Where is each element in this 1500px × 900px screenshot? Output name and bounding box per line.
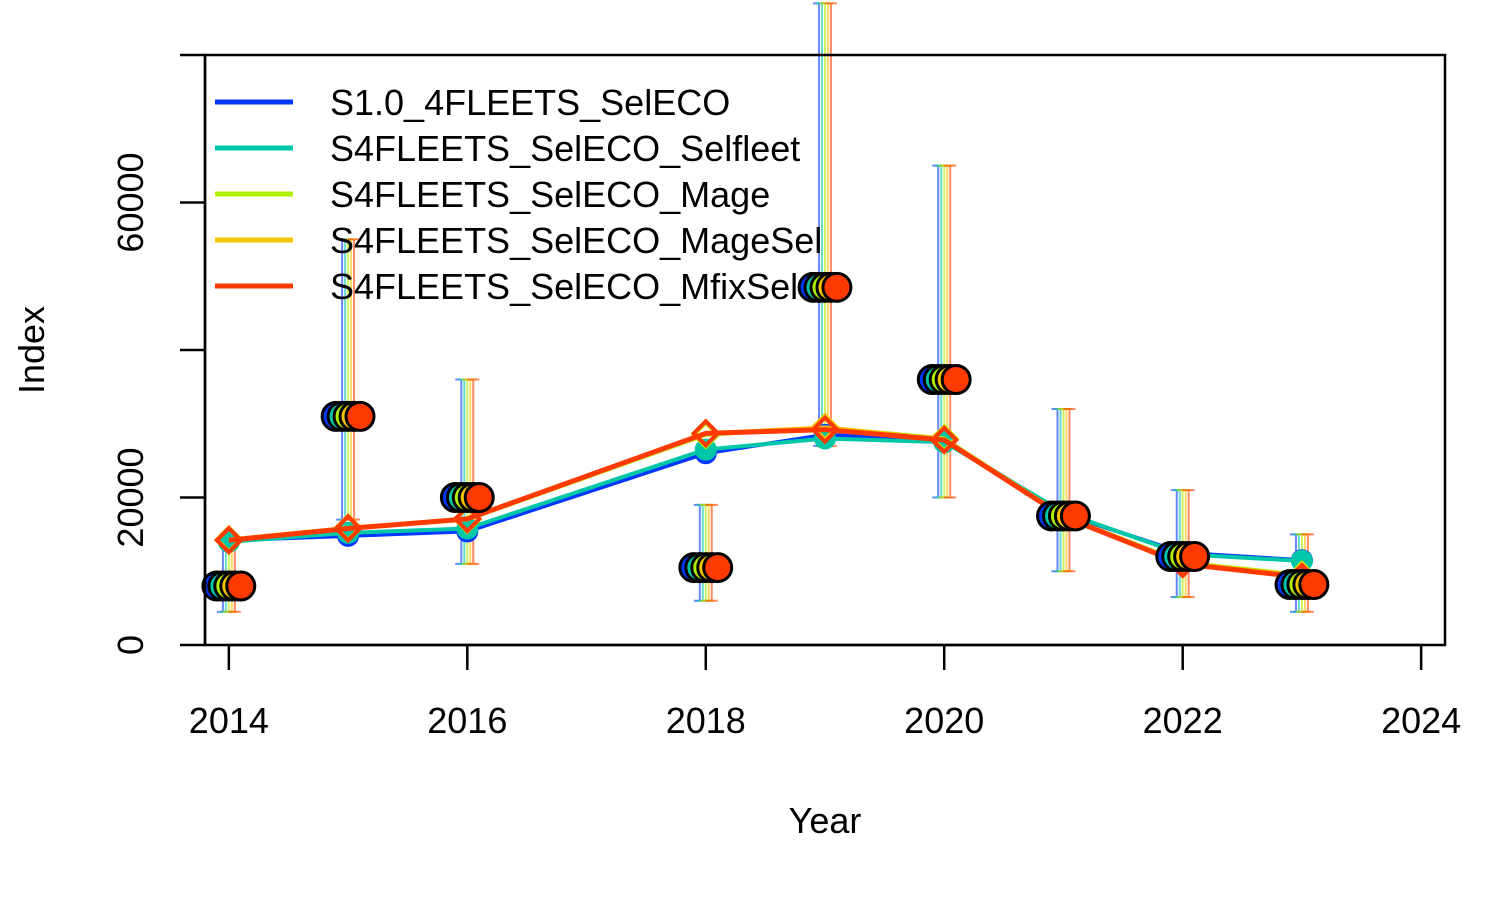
x-tick-label: 2022 — [1143, 700, 1223, 741]
x-axis-title: Year — [789, 800, 862, 841]
y-tick-label: 60000 — [110, 152, 151, 252]
error-bar — [1054, 408, 1067, 573]
observed-point — [1179, 541, 1211, 572]
x-tick-label: 2020 — [904, 700, 984, 741]
observed-point — [821, 271, 853, 303]
legend-label: S4FLEETS_SelECO_MfixSel — [330, 266, 798, 307]
error-bar — [824, 2, 837, 447]
error-bar — [1063, 408, 1076, 573]
observed-point — [225, 570, 257, 602]
series-point — [810, 414, 840, 445]
error-bar — [1057, 408, 1070, 573]
legend-label: S4FLEETS_SelECO_MageSel — [330, 220, 822, 261]
y-axis: 0 20000 60000 — [110, 53, 207, 655]
observed-point — [463, 482, 495, 513]
series-point — [690, 418, 721, 449]
observed-point — [1298, 569, 1330, 601]
legend: S1.0_4FLEETS_SelECO S4FLEETS_SelECO_Selfl… — [215, 82, 822, 307]
series-line — [228, 425, 1303, 577]
error-bar — [1060, 408, 1073, 573]
observed-point — [702, 552, 734, 584]
series-point — [929, 425, 960, 455]
error-bar — [821, 2, 834, 447]
series-point — [452, 504, 483, 534]
series-line — [228, 425, 1303, 578]
y-axis-title: Index — [11, 306, 52, 394]
x-tick-label: 2016 — [427, 700, 507, 741]
y-tick-label: 0 — [110, 635, 151, 655]
error-bar — [1051, 408, 1064, 573]
plot-area — [201, 2, 1330, 613]
y-tick-label: 20000 — [110, 447, 151, 547]
series-point — [214, 525, 244, 556]
series-line — [228, 436, 1303, 563]
x-tick-label: 2014 — [189, 700, 269, 741]
series-line — [228, 427, 1303, 580]
legend-label: S4FLEETS_SelECO_Mage — [330, 174, 770, 215]
legend-label: S1.0_4FLEETS_SelECO — [330, 82, 730, 123]
observed-point — [344, 400, 376, 432]
observed-point — [1059, 500, 1091, 532]
series-point — [333, 513, 363, 544]
x-axis: 2014 2016 2018 2020 2022 2024 — [189, 643, 1461, 741]
observed-point — [940, 364, 972, 395]
legend-label: S4FLEETS_SelECO_Selfleet — [330, 128, 800, 169]
x-tick-label: 2018 — [666, 700, 746, 741]
x-tick-label: 2024 — [1381, 700, 1461, 741]
